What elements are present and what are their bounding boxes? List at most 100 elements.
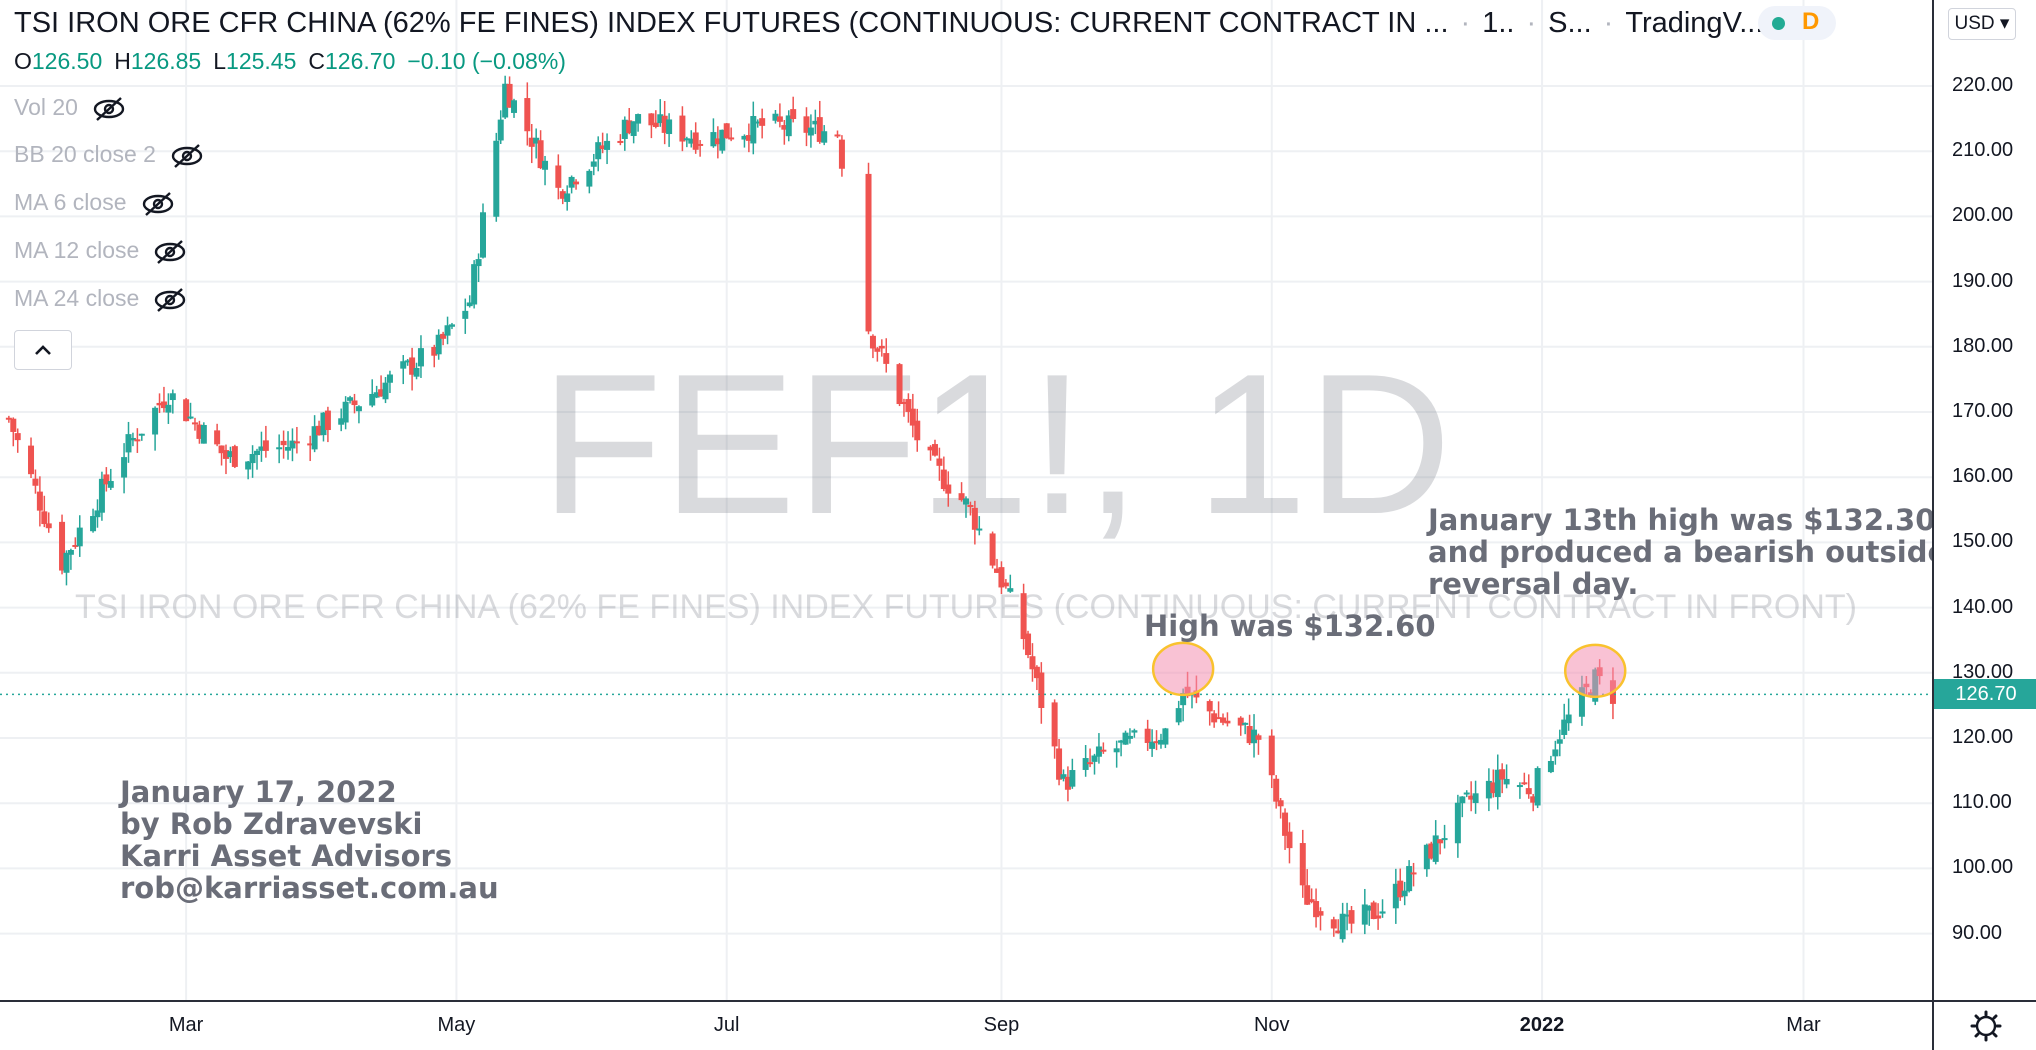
candle-body xyxy=(1552,749,1559,757)
candle-body xyxy=(466,302,473,307)
candle-body xyxy=(1157,739,1164,745)
candle-body xyxy=(160,401,167,409)
high-annotation-october: High was $132.60 xyxy=(1144,609,1436,643)
candle-body xyxy=(196,424,203,439)
candle-body xyxy=(1087,762,1094,765)
high-value: 126.85 xyxy=(130,48,202,74)
candle-body xyxy=(1025,633,1032,656)
price-tick-label: 220.00 xyxy=(1952,74,2014,96)
candle-body xyxy=(989,533,996,566)
candle-body xyxy=(595,142,602,160)
candle-body xyxy=(386,374,393,383)
eye-hidden-icon[interactable] xyxy=(153,239,187,265)
highlight-ellipse xyxy=(1563,643,1627,699)
candle-body xyxy=(776,116,783,122)
candle-body xyxy=(324,410,331,431)
indicator-ma6[interactable]: MA 6 close xyxy=(14,189,175,217)
candle-body xyxy=(320,412,327,436)
indicator-ma12[interactable]: MA 12 close xyxy=(14,237,187,265)
eye-hidden-icon[interactable] xyxy=(170,143,204,169)
candle-body xyxy=(289,440,296,449)
candle-body xyxy=(351,400,358,406)
indicator-vol[interactable]: Vol 20 xyxy=(14,94,126,122)
highlight-ellipse xyxy=(1151,641,1215,697)
candlestick-series[interactable] xyxy=(0,0,1932,1000)
high-annotation-january: January 13th high was $132.30 and produc… xyxy=(1428,503,1948,601)
candle-body xyxy=(152,407,159,435)
candle-body xyxy=(103,474,110,485)
candle-body xyxy=(697,143,704,146)
candle-body xyxy=(936,458,943,466)
candle-body xyxy=(404,360,411,363)
interval-label[interactable]: 1.. xyxy=(1482,6,1515,39)
candle-body xyxy=(807,127,814,136)
candle-body xyxy=(200,424,207,444)
candle-body xyxy=(497,119,504,141)
symbol-title[interactable]: TSI IRON ORE CFR CHINA (62% FE FINES) IN… xyxy=(14,6,1449,39)
price-axis[interactable]: USD ▾ 220.00 210.00 200.00 190.00 180.00 170.… xyxy=(1932,0,2036,1000)
delayed-badge: D xyxy=(1802,8,1820,35)
eye-hidden-icon[interactable] xyxy=(153,287,187,313)
candle-body xyxy=(1215,717,1222,720)
candle-body xyxy=(754,121,761,124)
candle-body xyxy=(1060,774,1067,779)
candle-body xyxy=(1064,776,1071,790)
candle-body xyxy=(41,511,48,525)
candle-body xyxy=(10,418,17,432)
symbol-header[interactable]: TSI IRON ORE CFR CHINA (62% FE FINES) IN… xyxy=(14,6,1764,39)
chart-settings[interactable] xyxy=(1932,1000,2036,1050)
candle-body xyxy=(1162,728,1169,745)
candle-body xyxy=(971,507,978,530)
candle-body xyxy=(1029,656,1036,670)
market-status[interactable]: D xyxy=(1758,6,1836,40)
candle-body xyxy=(373,392,380,398)
candle-body xyxy=(1286,831,1293,849)
price-tick-label: 160.00 xyxy=(1952,465,2014,488)
candle-body xyxy=(745,135,752,141)
time-axis[interactable]: Mar May Jul Sep Nov 2022 Mar xyxy=(0,1000,1932,1050)
candle-body xyxy=(440,333,447,339)
currency-selector[interactable]: USD ▾ xyxy=(1948,8,2016,40)
eye-hidden-icon[interactable] xyxy=(141,191,175,217)
candle-body xyxy=(183,399,190,422)
candle-body xyxy=(998,567,1005,588)
price-tick-label: 180.00 xyxy=(1952,334,2014,357)
candle-body xyxy=(134,439,141,442)
ohlc-legend: O126.50 H126.85 L125.45 C126.70 −0.10 (−0.08… xyxy=(14,48,566,74)
indicator-ma24[interactable]: MA 24 close xyxy=(14,285,187,313)
candle-body xyxy=(816,117,823,142)
candle-body xyxy=(909,408,916,426)
candle-body xyxy=(218,445,225,454)
indicator-bb[interactable]: BB 20 close 2 xyxy=(14,141,204,169)
candle-body xyxy=(1211,713,1218,723)
candle-body xyxy=(772,113,779,121)
market-open-icon xyxy=(1772,17,1785,30)
collapse-indicators-button[interactable] xyxy=(14,330,72,370)
candle-body xyxy=(1304,885,1311,905)
candle-body xyxy=(1335,930,1342,934)
time-tick-label: Mar xyxy=(168,1014,204,1036)
candle-body xyxy=(1530,796,1537,803)
candle-body xyxy=(471,264,478,305)
candle-body xyxy=(1423,844,1430,870)
low-value: 125.45 xyxy=(226,48,297,74)
gear-icon[interactable] xyxy=(1934,1002,2036,1050)
candle-body xyxy=(719,129,726,151)
candle-body xyxy=(1344,914,1351,917)
candle-body xyxy=(710,132,717,147)
candle-body xyxy=(785,115,792,137)
time-tick-label: Jul xyxy=(713,1014,740,1036)
chart-pane[interactable]: FEF1!, 1D TSI IRON ORE CFR CHINA (62% FE… xyxy=(0,0,1947,1000)
candle-body xyxy=(1095,746,1102,757)
price-tick-label: 150.00 xyxy=(1952,530,2014,553)
candle-body xyxy=(165,404,172,413)
candle-body xyxy=(945,484,952,494)
candle-body xyxy=(1144,728,1151,743)
candle-body xyxy=(838,139,845,169)
candle-body xyxy=(976,528,983,531)
candle-body xyxy=(475,259,482,267)
candle-body xyxy=(342,401,349,423)
candle-body xyxy=(1251,729,1258,744)
candle-body xyxy=(1273,778,1280,802)
eye-hidden-icon[interactable] xyxy=(92,96,126,122)
